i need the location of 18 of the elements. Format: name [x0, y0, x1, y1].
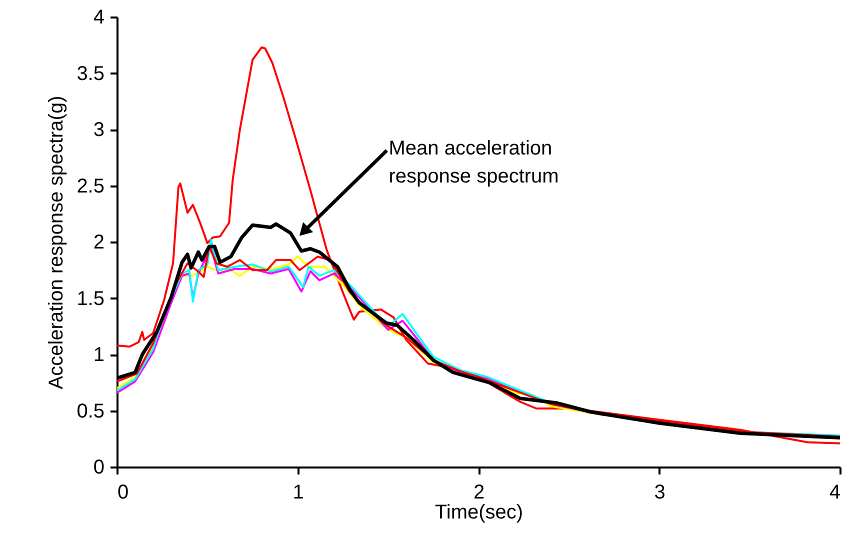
y-tick-label: 4	[93, 6, 104, 28]
y-tick-label: 2.5	[76, 175, 104, 198]
y-tick-label: 1	[93, 344, 104, 366]
x-tick-label: 0	[118, 482, 129, 504]
x-axis-title: Time(sec)	[434, 502, 524, 524]
x-tick-label: 2	[473, 482, 485, 504]
y-tick-label: 0	[93, 456, 104, 478]
x-tick-label: 3	[654, 482, 666, 504]
x-tick-label: 1	[292, 482, 304, 504]
x-tick-label: 4	[829, 482, 840, 504]
annotation: Mean acceleration response spectrum	[388, 138, 559, 188]
y-tick-label: 3	[93, 119, 104, 141]
y-tick-label: 1.5	[76, 288, 104, 310]
line-series	[117, 46, 840, 444]
y-tick-label: 3.5	[76, 62, 104, 85]
y-tick-label: 2	[93, 232, 104, 254]
y-tick-label: 0.5	[76, 400, 104, 422]
y-axis-title: Acceleration response spectra(g)	[46, 96, 68, 390]
